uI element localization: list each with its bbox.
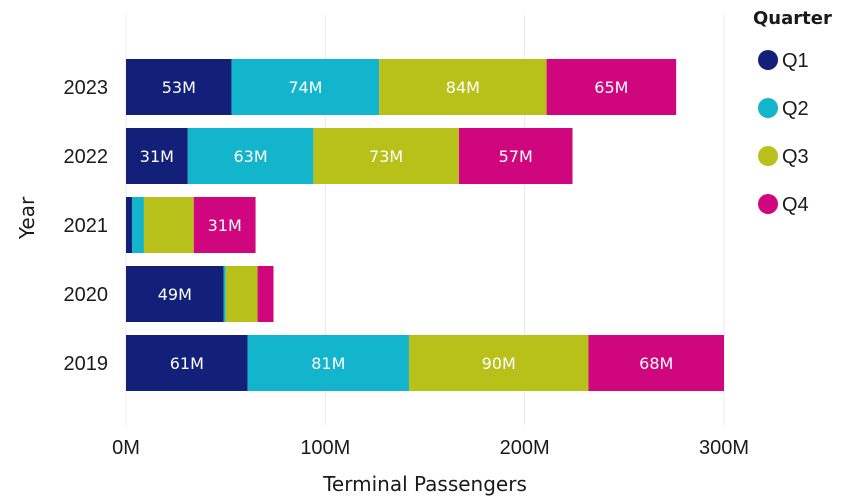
bar-segment-q1 [126,266,224,322]
bar-segment-q2 [247,335,410,391]
legend-marker [758,146,778,166]
data-label: 73M [369,147,403,166]
legend-label: Q3 [782,146,809,168]
y-tick-label: 2020 [64,284,109,306]
bar-segment-q4 [546,59,677,115]
bar-segment-q4 [193,197,256,253]
data-label: 49M [158,285,192,304]
data-label: 81M [311,354,345,373]
bar-segment-q1 [126,335,248,391]
legend-title: Quarter [753,8,832,29]
y-axis-title: Year [15,196,39,240]
x-tick-label: 100M [300,437,350,459]
bar-segment-q4 [458,128,573,184]
bar-segment-q1 [126,59,232,115]
legend-marker [758,98,778,118]
data-label: 90M [482,354,516,373]
data-label: 84M [446,78,480,97]
data-label: 61M [170,354,204,373]
y-tick-label: 2021 [64,215,109,237]
bar-segment-q3 [225,266,258,322]
legend: Quarter Q1 Q2 Q3 Q4 [753,8,832,216]
y-tick-label: 2023 [64,77,109,99]
x-axis-ticks: 0M 100M 200M 300M [112,437,749,459]
data-label: 74M [288,78,322,97]
data-label: 57M [499,147,533,166]
legend-label: Q2 [782,98,809,120]
bar-segment-q4 [257,266,274,322]
bar-segment-q1 [126,128,188,184]
data-label: 31M [140,147,174,166]
bar-segment-q3 [313,128,459,184]
data-label: 65M [594,78,628,97]
x-tick-label: 200M [500,437,550,459]
x-tick-label: 0M [112,437,140,459]
x-tick-label: 300M [699,437,749,459]
x-axis-title: Terminal Passengers [322,472,527,496]
bar-segment-q2 [223,266,226,322]
data-label: 53M [162,78,196,97]
legend-marker [758,194,778,214]
bar-segment-q1 [126,197,132,253]
bars [126,59,724,391]
bar-segment-q3 [409,335,589,391]
bar-segment-q2 [131,197,144,253]
data-labels: 53M 74M 84M 65M 31M 63M 73M 57M 31M 49M 61M 81M 90M 6… [140,78,674,373]
bar-segment-q2 [187,128,314,184]
bar-segment-q4 [588,335,724,391]
data-label: 63M [233,147,267,166]
y-tick-label: 2019 [64,353,109,375]
legend-label: Q4 [782,194,809,216]
data-label: 31M [208,216,242,235]
legend-label: Q1 [782,50,809,72]
data-label: 68M [639,354,673,373]
y-tick-label: 2022 [64,146,109,168]
legend-marker [758,50,778,70]
bar-segment-q2 [231,59,380,115]
bar-segment-q3 [379,59,547,115]
bar-segment-q3 [143,197,194,253]
y-axis-ticks: 2023 2022 2021 2020 2019 [64,77,109,375]
